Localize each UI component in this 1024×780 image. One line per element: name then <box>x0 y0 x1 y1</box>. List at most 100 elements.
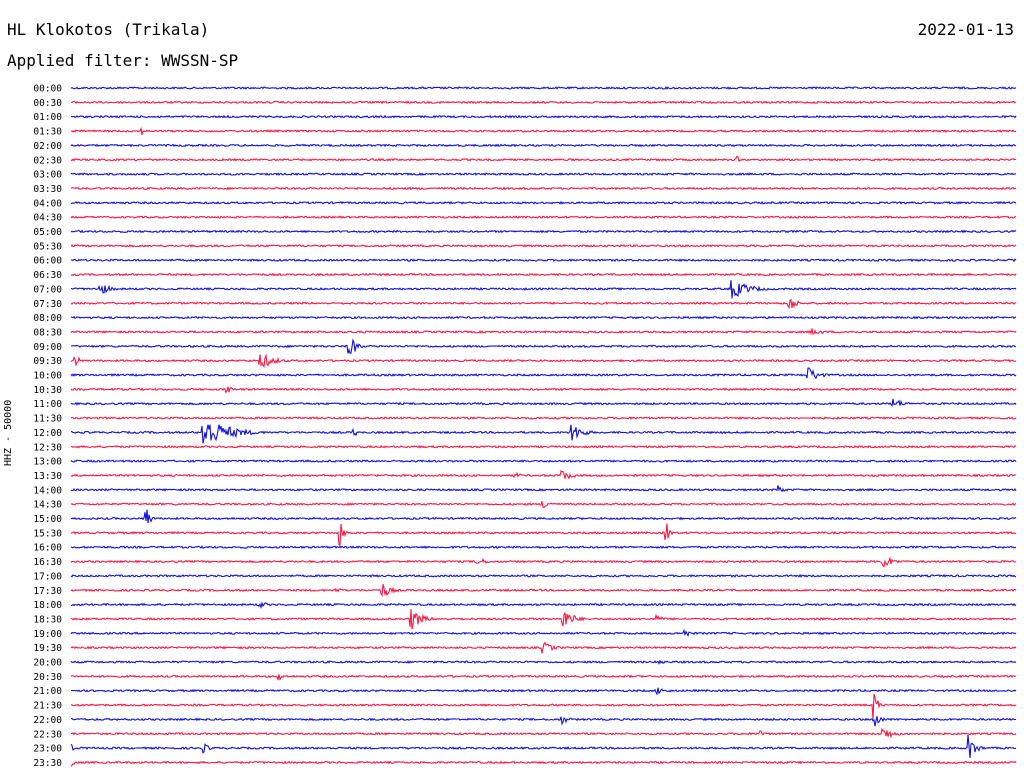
row-time-label: 10:00 <box>33 371 62 382</box>
row-time-label: 10:30 <box>33 385 62 396</box>
trace-line <box>70 485 1017 493</box>
trace-line <box>70 501 1017 509</box>
row-time-label: 08:00 <box>33 313 62 324</box>
trace-line <box>70 556 1017 568</box>
row-time-label: 14:30 <box>33 500 62 511</box>
trace-line <box>70 509 1017 523</box>
trace-line <box>70 687 1017 696</box>
trace-line <box>70 114 1017 119</box>
trace-line <box>70 215 1017 220</box>
trace-line <box>70 243 1017 248</box>
row-time-label: 20:30 <box>33 672 62 683</box>
row-time-label: 09:00 <box>33 342 62 353</box>
row-time-label: 04:00 <box>33 198 62 209</box>
row-time-label: 13:00 <box>33 457 62 468</box>
row-time-label: 00:00 <box>33 84 62 95</box>
row-time-label: 22:00 <box>33 715 62 726</box>
trace-line <box>70 573 1017 578</box>
row-time-label: 15:00 <box>33 514 62 525</box>
trace-line <box>70 545 1017 550</box>
row-time-label: 07:30 <box>33 299 62 310</box>
row-time-label: 18:30 <box>33 614 62 625</box>
trace-line <box>70 298 1017 310</box>
trace-line <box>70 734 1017 759</box>
row-time-label: 23:00 <box>33 744 62 755</box>
row-time-label: 08:30 <box>33 327 62 338</box>
row-time-label: 16:30 <box>33 557 62 568</box>
row-time-label: 05:30 <box>33 241 62 252</box>
row-time-label: 15:30 <box>33 528 62 539</box>
trace-line <box>70 315 1017 320</box>
row-time-label: 03:00 <box>33 170 62 181</box>
row-time-label: 11:00 <box>33 399 62 410</box>
row-time-label: 06:00 <box>33 256 62 267</box>
trace-line <box>70 444 1017 449</box>
row-time-label: 20:00 <box>33 658 62 669</box>
row-time-label: 02:00 <box>33 141 62 152</box>
filter-label: Applied filter: WWSSN-SP <box>7 51 239 70</box>
trace-line <box>70 229 1017 234</box>
row-time-label: 03:30 <box>33 184 62 195</box>
trace-line <box>70 584 1017 598</box>
trace-line <box>70 338 1017 354</box>
row-time-label: 19:00 <box>33 629 62 640</box>
row-time-label: 23:30 <box>33 758 62 769</box>
trace-line <box>70 272 1017 277</box>
trace-line <box>70 716 1016 727</box>
trace-line <box>70 386 1017 394</box>
station-title: HL Klokotos (Trikala) <box>7 20 210 39</box>
row-time-label: 12:30 <box>33 442 62 453</box>
row-time-label: 09:30 <box>33 356 62 367</box>
trace-line <box>70 601 1017 610</box>
trace-line <box>70 523 1017 547</box>
row-time-label: 14:00 <box>33 485 62 496</box>
trace-line <box>70 353 1017 369</box>
trace-line <box>70 258 1017 263</box>
trace-line <box>70 100 1017 105</box>
trace-line <box>70 659 1017 665</box>
record-date: 2022-01-13 <box>917 20 1014 39</box>
trace-line <box>70 416 1017 420</box>
trace-line <box>70 398 1017 408</box>
row-time-label: 17:30 <box>33 586 62 597</box>
trace-line <box>70 280 1017 299</box>
row-time-label: 00:30 <box>33 98 62 109</box>
trace-line <box>70 694 1017 720</box>
trace-line <box>70 172 1017 177</box>
trace-line <box>70 143 1017 148</box>
row-time-label: 13:30 <box>33 471 62 482</box>
trace-line <box>71 727 1017 739</box>
row-time-label: 02:30 <box>33 155 62 166</box>
row-time-label: 21:00 <box>33 686 62 697</box>
trace-line <box>70 186 1017 191</box>
trace-line <box>71 200 1017 205</box>
trace-line <box>70 126 1017 135</box>
row-time-label: 04:30 <box>33 213 62 224</box>
row-time-label: 05:00 <box>33 227 62 238</box>
row-time-label: 18:00 <box>33 600 62 611</box>
row-time-label: 17:00 <box>33 571 62 582</box>
row-time-label: 06:30 <box>33 270 62 281</box>
row-time-label: 12:00 <box>33 428 62 439</box>
row-time-label: 21:30 <box>33 701 62 712</box>
trace-line <box>70 155 1017 163</box>
trace-line <box>70 470 1017 480</box>
trace-line <box>70 86 1017 90</box>
trace-line <box>70 459 1017 463</box>
trace-line <box>70 367 1017 380</box>
row-time-label: 16:00 <box>33 543 62 554</box>
trace-line <box>70 760 1017 767</box>
trace-line <box>70 424 1017 444</box>
row-time-label: 19:30 <box>33 643 62 654</box>
row-time-label: 01:30 <box>33 127 62 138</box>
trace-line <box>70 609 1017 630</box>
trace-line <box>70 328 1017 336</box>
row-time-label: 22:30 <box>33 729 62 740</box>
trace-line <box>70 674 1017 681</box>
trace-line <box>70 641 1017 654</box>
row-time-label: 01:00 <box>33 112 62 123</box>
trace-line <box>70 628 1017 637</box>
row-time-label: 07:00 <box>33 284 62 295</box>
row-time-label: 11:30 <box>33 414 62 425</box>
